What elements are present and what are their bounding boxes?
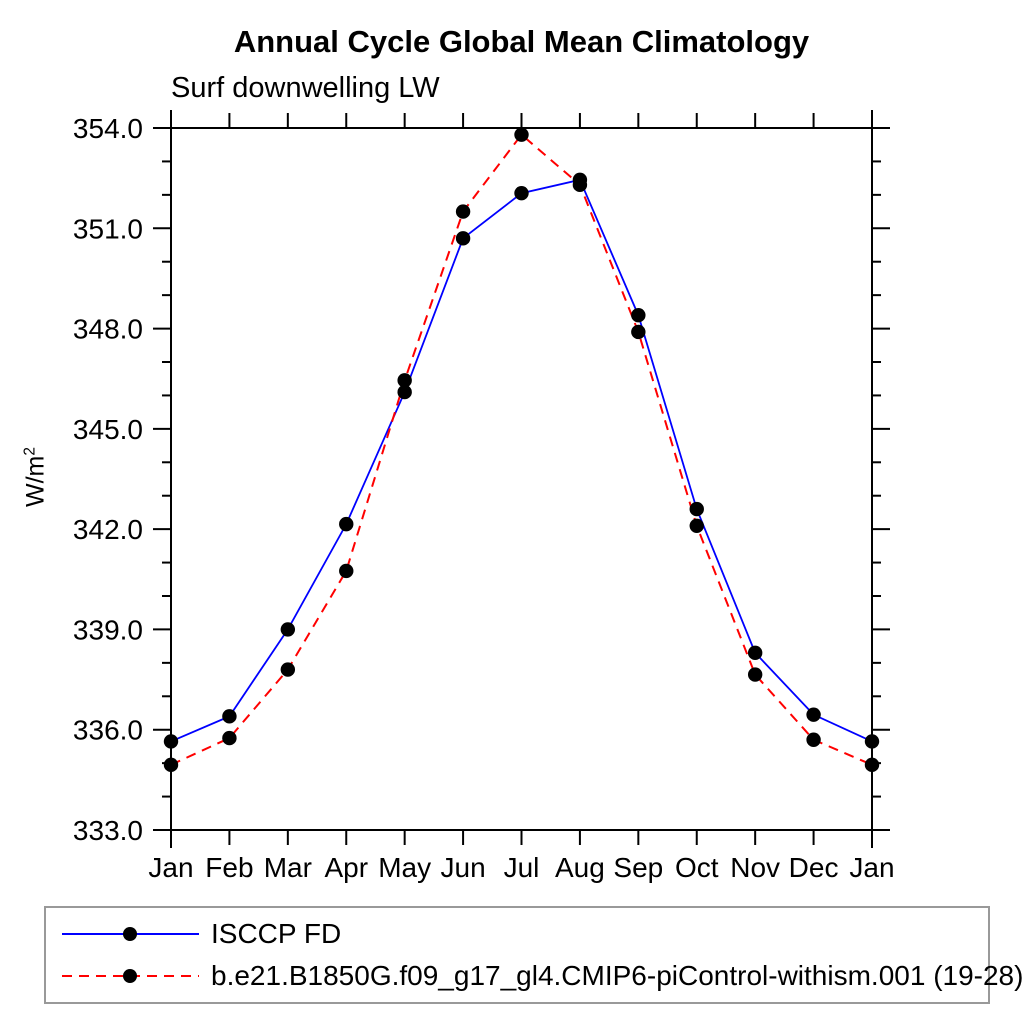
legend-line-sample bbox=[62, 927, 199, 941]
legend-item-isccp-fd: ISCCP FD bbox=[58, 918, 988, 950]
data-point-marker-0 bbox=[339, 516, 354, 532]
x-tick-label: Mar bbox=[264, 852, 312, 883]
y-tick-label: 351.0 bbox=[73, 213, 143, 244]
data-point-marker-0 bbox=[397, 384, 412, 400]
legend-label-model-run: b.e21.B1850G.f09_g17_gl4.CMIP6-piControl… bbox=[211, 960, 1024, 991]
data-point-marker-0 bbox=[222, 709, 237, 724]
data-point-marker-1 bbox=[806, 732, 821, 747]
data-point-marker-0 bbox=[806, 707, 821, 722]
data-point-marker-0 bbox=[455, 231, 471, 246]
data-point-marker-1 bbox=[572, 177, 588, 193]
legend: ISCCP FD b.e21.B1850G.f09_g17_gl4.CMIP6-… bbox=[44, 906, 1023, 1004]
data-point-marker-1 bbox=[397, 373, 412, 388]
y-tick-label: 333.0 bbox=[73, 815, 143, 846]
x-tick-label: Sep bbox=[613, 852, 663, 883]
legend-label-isccp-fd: ISCCP FD bbox=[211, 918, 342, 949]
legend-line-sample bbox=[62, 969, 199, 983]
chart-title: Annual Cycle Global Mean Climatology bbox=[233, 24, 810, 59]
legend-item-model-run: b.e21.B1850G.f09_g17_gl4.CMIP6-piControl… bbox=[58, 960, 1023, 992]
legend-marker-dot bbox=[123, 927, 137, 941]
x-tick-label: Jan bbox=[148, 852, 193, 883]
data-point-marker-1 bbox=[689, 518, 704, 533]
series-line-1 bbox=[170, 133, 873, 766]
data-point-marker-0 bbox=[864, 734, 880, 749]
x-tick-label: May bbox=[378, 852, 431, 883]
y-tick-label: 354.0 bbox=[73, 113, 143, 144]
chart-subtitle: Surf downwelling LW bbox=[171, 72, 440, 104]
data-point-marker-1 bbox=[514, 127, 529, 142]
data-point-marker-1 bbox=[631, 324, 646, 340]
data-point-marker-0 bbox=[280, 622, 296, 637]
data-point-marker-0 bbox=[163, 734, 179, 749]
data-point-marker-1 bbox=[339, 563, 354, 579]
data-point-marker-0 bbox=[514, 185, 529, 201]
legend-swatch-solid-line-dot bbox=[58, 921, 203, 947]
data-point-marker-1 bbox=[280, 662, 296, 677]
legend-marker-dot bbox=[123, 969, 137, 983]
x-tick-label: Dec bbox=[789, 852, 839, 883]
y-tick-label: 336.0 bbox=[73, 715, 143, 746]
x-tick-label: Jun bbox=[441, 852, 486, 883]
x-tick-label: Jul bbox=[504, 852, 540, 883]
y-tick-label: 345.0 bbox=[73, 414, 143, 445]
x-tick-label: Jan bbox=[849, 852, 894, 883]
y-tick-label: 348.0 bbox=[73, 314, 143, 345]
data-point-marker-1 bbox=[163, 757, 179, 773]
y-tick-label: 339.0 bbox=[73, 614, 143, 645]
x-tick-label: Feb bbox=[205, 852, 253, 883]
x-tick-label: Oct bbox=[675, 852, 719, 883]
series-line-0 bbox=[170, 178, 873, 743]
legend-swatch-dashed-line-dot bbox=[58, 963, 203, 989]
data-point-marker-0 bbox=[689, 501, 704, 517]
data-point-marker-0 bbox=[747, 645, 763, 661]
data-point-marker-0 bbox=[631, 308, 646, 323]
x-tick-label: Nov bbox=[730, 852, 780, 883]
x-tick-label: Apr bbox=[324, 852, 368, 883]
data-point-marker-1 bbox=[864, 757, 880, 773]
x-tick-label: Aug bbox=[555, 852, 605, 883]
data-point-marker-1 bbox=[222, 730, 237, 746]
data-point-marker-1 bbox=[747, 667, 763, 682]
y-tick-label: 342.0 bbox=[73, 514, 143, 545]
data-point-marker-1 bbox=[455, 204, 471, 219]
